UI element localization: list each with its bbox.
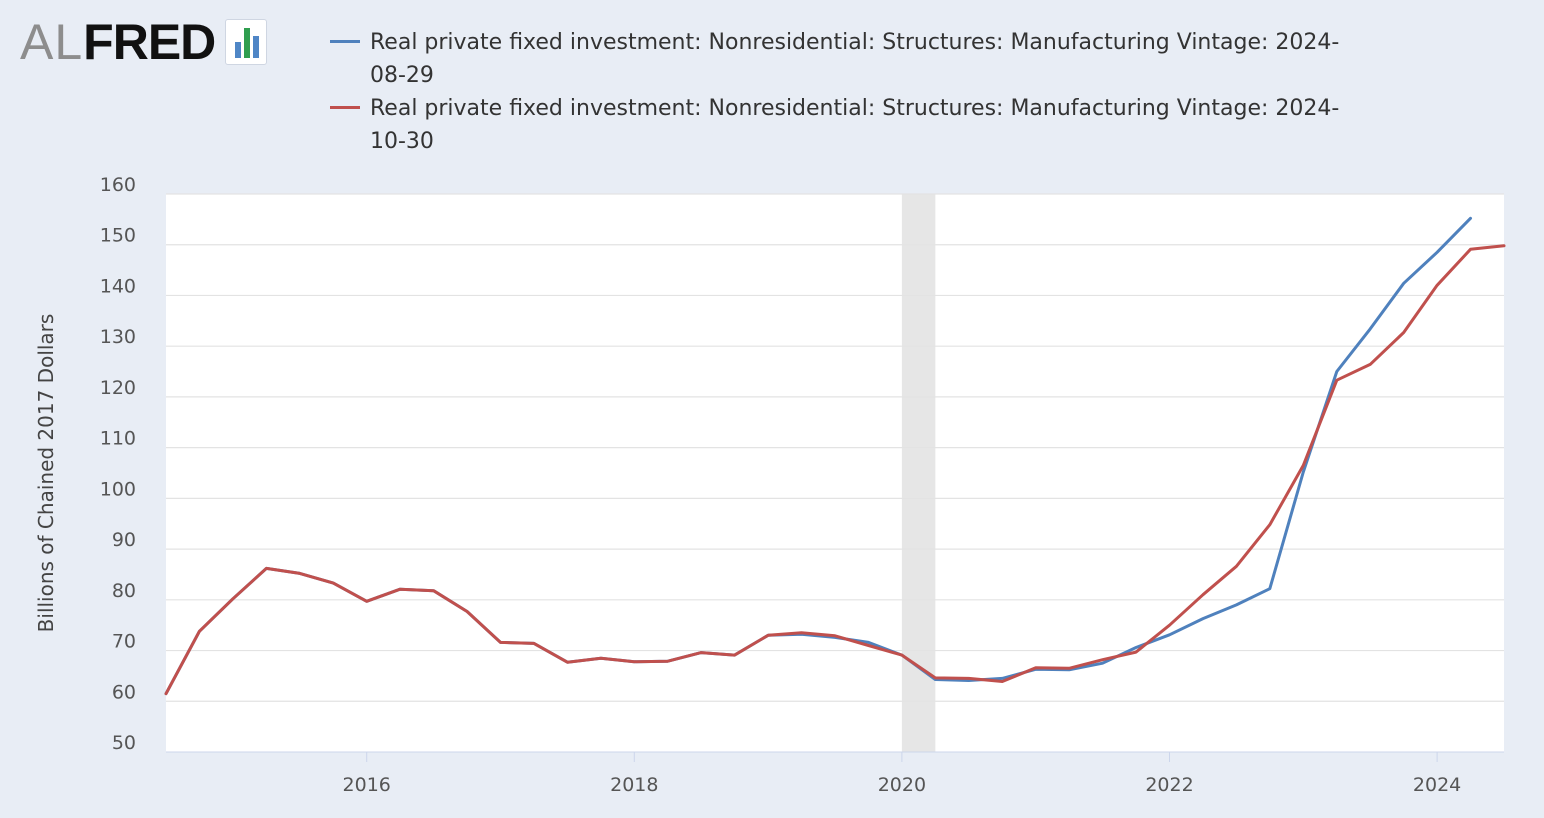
legend-item-series-2[interactable]: Real private fixed investment: Nonreside… <box>330 92 1340 158</box>
y-tick-label: 60 <box>112 681 136 703</box>
y-tick-label: 90 <box>112 529 136 551</box>
y-tick-label: 50 <box>112 732 136 754</box>
y-tick-label: 120 <box>100 377 136 399</box>
x-tick-label: 2020 <box>878 774 926 796</box>
x-tick-label: 2024 <box>1413 774 1461 796</box>
y-tick-label: 130 <box>100 326 136 348</box>
y-tick-label: 110 <box>100 428 136 450</box>
y-tick-label: 160 <box>100 174 136 196</box>
y-tick-label: 150 <box>100 225 136 247</box>
alfred-logo[interactable]: AL FRED <box>20 14 268 70</box>
legend-swatch-series-2 <box>330 106 360 109</box>
y-tick-label: 70 <box>112 631 136 653</box>
legend-swatch-series-1 <box>330 40 360 43</box>
series-line-2 <box>164 244 1506 696</box>
y-tick-label: 100 <box>100 478 136 500</box>
legend-item-series-1[interactable]: Real private fixed investment: Nonreside… <box>330 26 1340 92</box>
logo-bar <box>235 42 242 58</box>
legend-label-series-1: Real private fixed investment: Nonreside… <box>370 30 1340 88</box>
x-tick-label: 2018 <box>610 774 658 796</box>
y-tick-label: 140 <box>100 275 136 297</box>
x-tick-label: 2022 <box>1145 774 1193 796</box>
logo-prefix: AL <box>20 14 84 70</box>
y-tick-label: 80 <box>112 580 136 602</box>
plot-area <box>166 194 1504 752</box>
chart-legend: Real private fixed investment: Nonreside… <box>330 26 1340 158</box>
legend-label-series-2: Real private fixed investment: Nonreside… <box>370 96 1340 154</box>
logo-main: FRED <box>83 14 216 70</box>
fred-bar-chart-icon <box>225 19 268 65</box>
logo-bar <box>244 28 251 58</box>
x-tick-label: 2016 <box>343 774 391 796</box>
logo-bar <box>253 36 260 58</box>
